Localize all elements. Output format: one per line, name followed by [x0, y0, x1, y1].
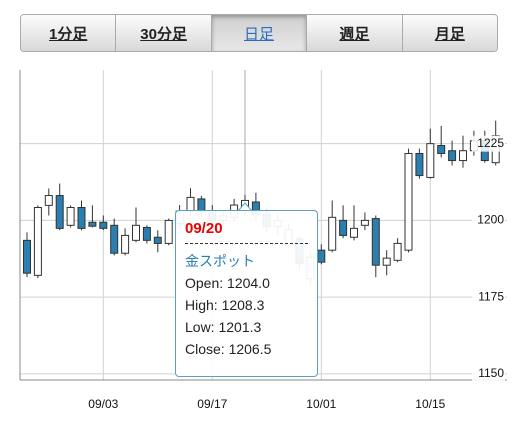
tooltip-divider — [185, 243, 308, 244]
candle-body — [121, 234, 130, 254]
tab[interactable]: 30分足 — [115, 15, 211, 51]
y-tick-bg — [472, 365, 505, 382]
candle-body — [317, 249, 326, 263]
candle-body — [393, 242, 402, 261]
y-tick-bg — [472, 289, 505, 306]
tooltip-row: Low: 1201.3 — [185, 316, 308, 338]
tooltip-field-label: Close: — [185, 341, 225, 357]
candle-body — [153, 236, 162, 244]
tooltip-row: High: 1208.3 — [185, 294, 308, 316]
tooltip-row: Close: 1206.5 — [185, 338, 308, 360]
candle-body — [66, 207, 75, 226]
tooltip-field-value: 1206.5 — [228, 341, 272, 357]
y-tick-label: 1225 — [477, 136, 504, 150]
y-tick-label: 1175 — [478, 289, 504, 303]
candle-body — [33, 207, 42, 276]
tooltip-date: 09/20 — [185, 220, 223, 237]
candle-body — [142, 226, 151, 241]
y-tick-label: 1200 — [477, 213, 504, 227]
candle-body — [426, 143, 435, 178]
tooltip-field-label: High: — [185, 297, 218, 313]
candle-body — [437, 145, 446, 154]
x-tick-label: 09/17 — [197, 397, 227, 411]
candle-body — [77, 207, 86, 229]
tooltip-field-value: 1204.0 — [227, 275, 270, 291]
candle-body — [55, 195, 64, 229]
tab[interactable]: 日足 — [210, 15, 307, 51]
tab-bar: 1分足 30分足 日足 週足 月足 — [20, 14, 498, 52]
tooltip-row: Open: 1204.0 — [185, 272, 308, 294]
candle-body — [350, 227, 358, 238]
candle-body — [360, 219, 369, 226]
x-tick-label: 10/01 — [306, 397, 336, 411]
tooltip-series: 金スポット — [185, 253, 255, 269]
candle-body — [44, 195, 53, 206]
candle-body — [382, 257, 391, 266]
candle-body — [328, 216, 337, 251]
candle-body — [23, 239, 31, 274]
candle-body — [164, 219, 173, 244]
candle-body — [132, 224, 140, 241]
x-tick-label: 09/03 — [88, 397, 118, 411]
tooltip-fields: Open: 1204.0 High: 1208.3 Low: 1201.3 Close… — [185, 272, 308, 360]
y-tick-bg — [472, 135, 505, 152]
tooltip-pointer — [237, 202, 253, 212]
tooltip-field-label: Low: — [185, 319, 215, 335]
tooltip-field-label: Open: — [185, 275, 224, 291]
candle-body — [339, 219, 348, 236]
candle-body — [88, 221, 97, 227]
candle-body — [404, 152, 413, 251]
x-tick-label: 10/15 — [415, 397, 445, 411]
tooltip: 09/20 金スポット Open: 1204.0 High: 1208.3 Low:… — [175, 210, 318, 377]
tab[interactable]: 週足 — [306, 15, 402, 51]
tab[interactable]: 月足 — [401, 15, 497, 51]
tooltip-field-value: 1201.3 — [218, 319, 262, 335]
tooltip-field-value: 1208.3 — [221, 297, 265, 313]
y-tick-label: 1150 — [478, 366, 504, 380]
candle-body — [110, 224, 119, 254]
candle-body — [448, 150, 457, 162]
candle-body — [459, 150, 467, 162]
tab[interactable]: 1分足 — [21, 15, 116, 51]
y-tick-bg — [472, 212, 505, 229]
candle-body — [371, 218, 380, 266]
candle-body — [415, 152, 424, 177]
candle-body — [99, 221, 108, 229]
